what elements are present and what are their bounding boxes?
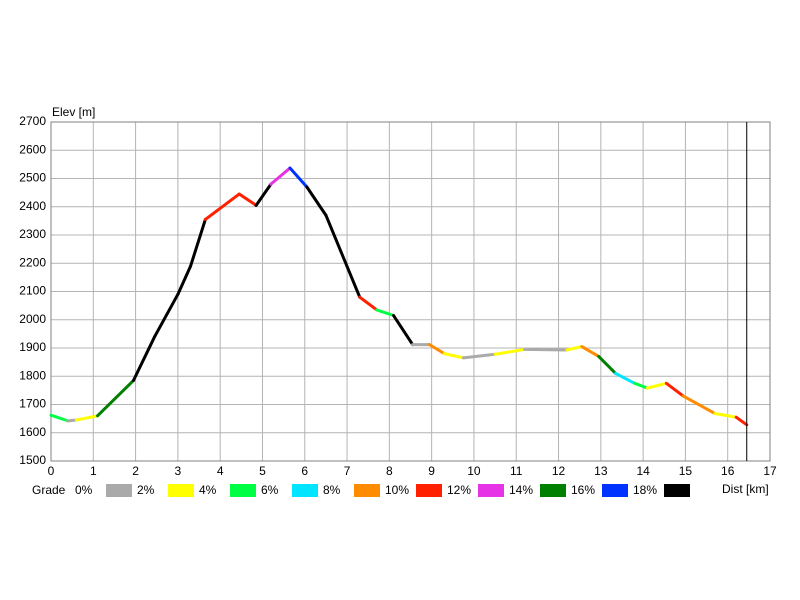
legend-label: 2% xyxy=(137,483,155,497)
y-tick-label: 1800 xyxy=(19,368,46,382)
x-tick-label: 16 xyxy=(721,464,735,478)
y-tick-label: 2700 xyxy=(19,114,46,128)
profile-segment xyxy=(375,308,396,318)
legend-swatch xyxy=(106,484,132,497)
legend-label: 12% xyxy=(447,483,471,497)
legend-swatch xyxy=(416,484,442,497)
legend-label: 8% xyxy=(323,483,341,497)
x-tick-label: 3 xyxy=(175,464,182,478)
y-tick-label: 2100 xyxy=(19,284,46,298)
y-tick-label: 1600 xyxy=(19,425,46,439)
x-tick-label: 15 xyxy=(679,464,693,478)
x-tick-label: 7 xyxy=(344,464,351,478)
y-tick-label: 2400 xyxy=(19,199,46,213)
legend-swatch xyxy=(230,484,256,497)
legend-swatch xyxy=(540,484,566,497)
profile-segment xyxy=(254,182,273,207)
legend-swatch xyxy=(602,484,628,497)
profile-segment xyxy=(203,192,241,221)
x-tick-label: 9 xyxy=(428,464,435,478)
y-tick-label: 2000 xyxy=(19,312,46,326)
profile-segment xyxy=(49,413,70,423)
profile-segment xyxy=(189,217,207,268)
y-axis-label: Elev [m] xyxy=(52,105,95,119)
profile-segment xyxy=(633,381,649,390)
profile-segment xyxy=(131,335,157,382)
y-tick-label: 2500 xyxy=(19,171,46,185)
profile-segment xyxy=(442,352,465,360)
legend-label: 6% xyxy=(261,483,279,497)
profile-segment xyxy=(614,371,637,385)
x-tick-label: 13 xyxy=(594,464,608,478)
profile-segment xyxy=(96,378,135,418)
profile-segment xyxy=(237,192,258,207)
profile-segment xyxy=(664,381,685,398)
legend-swatch xyxy=(664,484,690,497)
y-tick-label: 1500 xyxy=(19,453,46,467)
x-tick-label: 6 xyxy=(301,464,308,478)
profile-segment xyxy=(153,292,180,339)
profile-segment xyxy=(523,347,569,352)
profile-segment xyxy=(176,264,193,296)
profile-segment xyxy=(580,345,601,358)
legend-swatch xyxy=(168,484,194,497)
y-tick-label: 2600 xyxy=(19,142,46,156)
x-tick-label: 8 xyxy=(386,464,393,478)
x-tick-label: 1 xyxy=(90,464,97,478)
x-tick-label: 10 xyxy=(467,464,481,478)
profile-segment xyxy=(358,295,379,312)
y-tick-label: 1900 xyxy=(19,340,46,354)
legend-swatch xyxy=(478,484,504,497)
plot-frame xyxy=(50,121,771,462)
x-tick-label: 4 xyxy=(217,464,224,478)
legend-label: 10% xyxy=(385,483,409,497)
profile-segment xyxy=(392,314,415,347)
profile-segment xyxy=(681,394,717,416)
legend-label: 18% xyxy=(633,483,657,497)
x-tick-label: 0 xyxy=(48,464,55,478)
x-axis-label: Dist [km] xyxy=(722,482,769,496)
legend-label: 16% xyxy=(571,483,595,497)
legend-label: 4% xyxy=(199,483,217,497)
profile-segment xyxy=(428,343,446,356)
profile-segment xyxy=(493,347,527,356)
x-tick-label: 14 xyxy=(636,464,650,478)
legend-label: 14% xyxy=(509,483,533,497)
x-tick-label: 11 xyxy=(510,464,523,478)
profile-segment xyxy=(645,381,668,390)
profile-segment xyxy=(597,354,618,375)
x-tick-label: 12 xyxy=(552,464,566,478)
y-tick-label: 2300 xyxy=(19,227,46,241)
x-tick-label: 17 xyxy=(763,464,777,478)
x-tick-label: 2 xyxy=(132,464,139,478)
x-tick-label: 5 xyxy=(259,464,266,478)
legend-label: 0% xyxy=(75,483,93,497)
profile-segment xyxy=(269,166,292,186)
profile-segment xyxy=(734,415,749,427)
profile-segment xyxy=(713,412,738,419)
profile-segment xyxy=(74,414,100,422)
profile-segment xyxy=(288,166,309,189)
y-tick-label: 1700 xyxy=(19,397,46,411)
y-tick-label: 2200 xyxy=(19,255,46,269)
legend-swatch xyxy=(354,484,380,497)
legend-swatch xyxy=(292,484,318,497)
profile-segment xyxy=(305,185,328,217)
profile-segment xyxy=(565,345,584,352)
profile-segment xyxy=(461,352,497,360)
legend-title: Grade xyxy=(32,483,66,497)
profile-segment xyxy=(324,213,362,299)
